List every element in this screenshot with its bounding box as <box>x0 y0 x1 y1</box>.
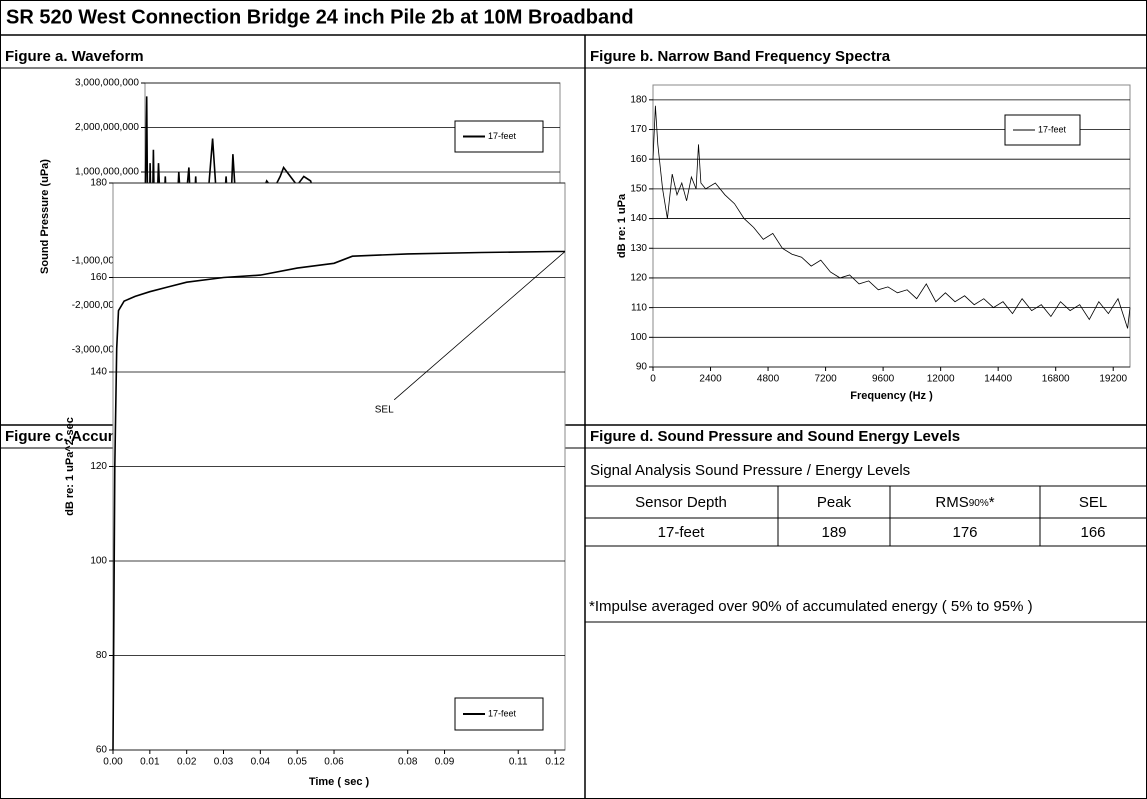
y-tick-label: 2,000,000,000 <box>75 122 139 133</box>
x-tick-label: 0.05 <box>287 757 307 768</box>
x-tick-label: 12000 <box>927 374 955 385</box>
y-tick-label: 3,000,000,000 <box>75 78 139 89</box>
table-header: RMS90%* <box>935 494 994 511</box>
y-tick-label: 170 <box>630 124 647 135</box>
legend-label: 17-feet <box>1038 124 1067 134</box>
x-tick-label: 0 <box>650 374 656 385</box>
y-tick-label: 90 <box>636 362 648 373</box>
header-sub: 90% <box>969 498 989 509</box>
header-mark: * <box>989 494 995 511</box>
table-note: *Impulse averaged over 90% of accumulate… <box>589 598 1033 615</box>
x-tick-label: 0.03 <box>214 757 234 768</box>
y-axis-label: dB re: 1 uPa <box>616 193 628 258</box>
x-tick-label: 4800 <box>757 374 780 385</box>
x-tick-label: 7200 <box>814 374 837 385</box>
x-tick-label: 0.08 <box>398 757 418 768</box>
x-tick-label: 14400 <box>984 374 1012 385</box>
y-tick-label: -1,000,000,000 <box>72 256 140 267</box>
y-tick-label: 120 <box>630 273 647 284</box>
data-line <box>112 250 565 751</box>
y-tick-label: 60 <box>96 745 108 756</box>
x-axis-label: Frequency (Hz ) <box>850 390 933 402</box>
table-cell: 176 <box>952 524 977 541</box>
table-cell: 166 <box>1080 524 1105 541</box>
x-tick-label: 0.12 <box>545 757 565 768</box>
y-tick-label: 130 <box>630 243 647 254</box>
table-header: Peak <box>817 494 852 511</box>
x-tick-label: 0.02 <box>177 757 197 768</box>
page-title: SR 520 West Connection Bridge 24 inch Pi… <box>6 6 634 28</box>
x-axis-label: Time ( sec ) <box>309 776 370 788</box>
x-tick-label: 0.04 <box>251 757 271 768</box>
annotation: SEL <box>375 404 394 415</box>
x-tick-label: 0.09 <box>435 757 455 768</box>
x-tick-label: 19200 <box>1099 374 1127 385</box>
y-tick-label: 160 <box>90 272 107 283</box>
y-axis-label: dB re: 1 uPa^2-sec <box>64 417 76 516</box>
x-tick-label: 0.11 <box>509 757 528 768</box>
panel-title: Figure b. Narrow Band Frequency Spectra <box>590 48 891 65</box>
y-axis-label: Sound Pressure (uPa) <box>39 159 51 274</box>
y-tick-label: 120 <box>90 461 107 472</box>
x-tick-label: 0.06 <box>324 757 344 768</box>
y-tick-label: 1,000,000,000 <box>75 167 139 178</box>
y-tick-label: 180 <box>90 178 107 189</box>
annotation-line <box>393 251 566 401</box>
table-cell: 189 <box>821 524 846 541</box>
y-tick-label: 180 <box>630 94 647 105</box>
y-tick-label: 140 <box>630 213 647 224</box>
y-tick-label: -2,000,000,000 <box>72 300 140 311</box>
data-line <box>652 105 1131 329</box>
table-caption: Signal Analysis Sound Pressure / Energy … <box>590 462 910 479</box>
x-tick-label: 16800 <box>1042 374 1070 385</box>
legend-label: 17-feet <box>488 708 517 718</box>
x-tick-label: 0.01 <box>140 757 160 768</box>
y-tick-label: 140 <box>90 367 107 378</box>
x-tick-label: 9600 <box>872 374 895 385</box>
y-tick-label: 80 <box>96 650 108 661</box>
panel-title: Figure a. Waveform <box>5 48 144 65</box>
x-tick-label: 2400 <box>699 374 722 385</box>
table-header: Sensor Depth <box>635 494 727 511</box>
y-tick-label: -3,000,000,000 <box>72 345 140 356</box>
table-cell: 17-feet <box>658 524 706 541</box>
x-tick-label: 0.00 <box>103 757 123 768</box>
panel-title: Figure d. Sound Pressure and Sound Energ… <box>590 428 960 445</box>
y-tick-label: 100 <box>90 556 107 567</box>
header-main: RMS <box>935 494 968 511</box>
table-header: SEL <box>1079 494 1107 511</box>
y-tick-label: 110 <box>631 302 647 313</box>
y-tick-label: 100 <box>630 332 647 343</box>
legend-label: 17-feet <box>488 131 517 141</box>
y-tick-label: 160 <box>630 154 647 165</box>
y-tick-label: 150 <box>630 184 647 195</box>
